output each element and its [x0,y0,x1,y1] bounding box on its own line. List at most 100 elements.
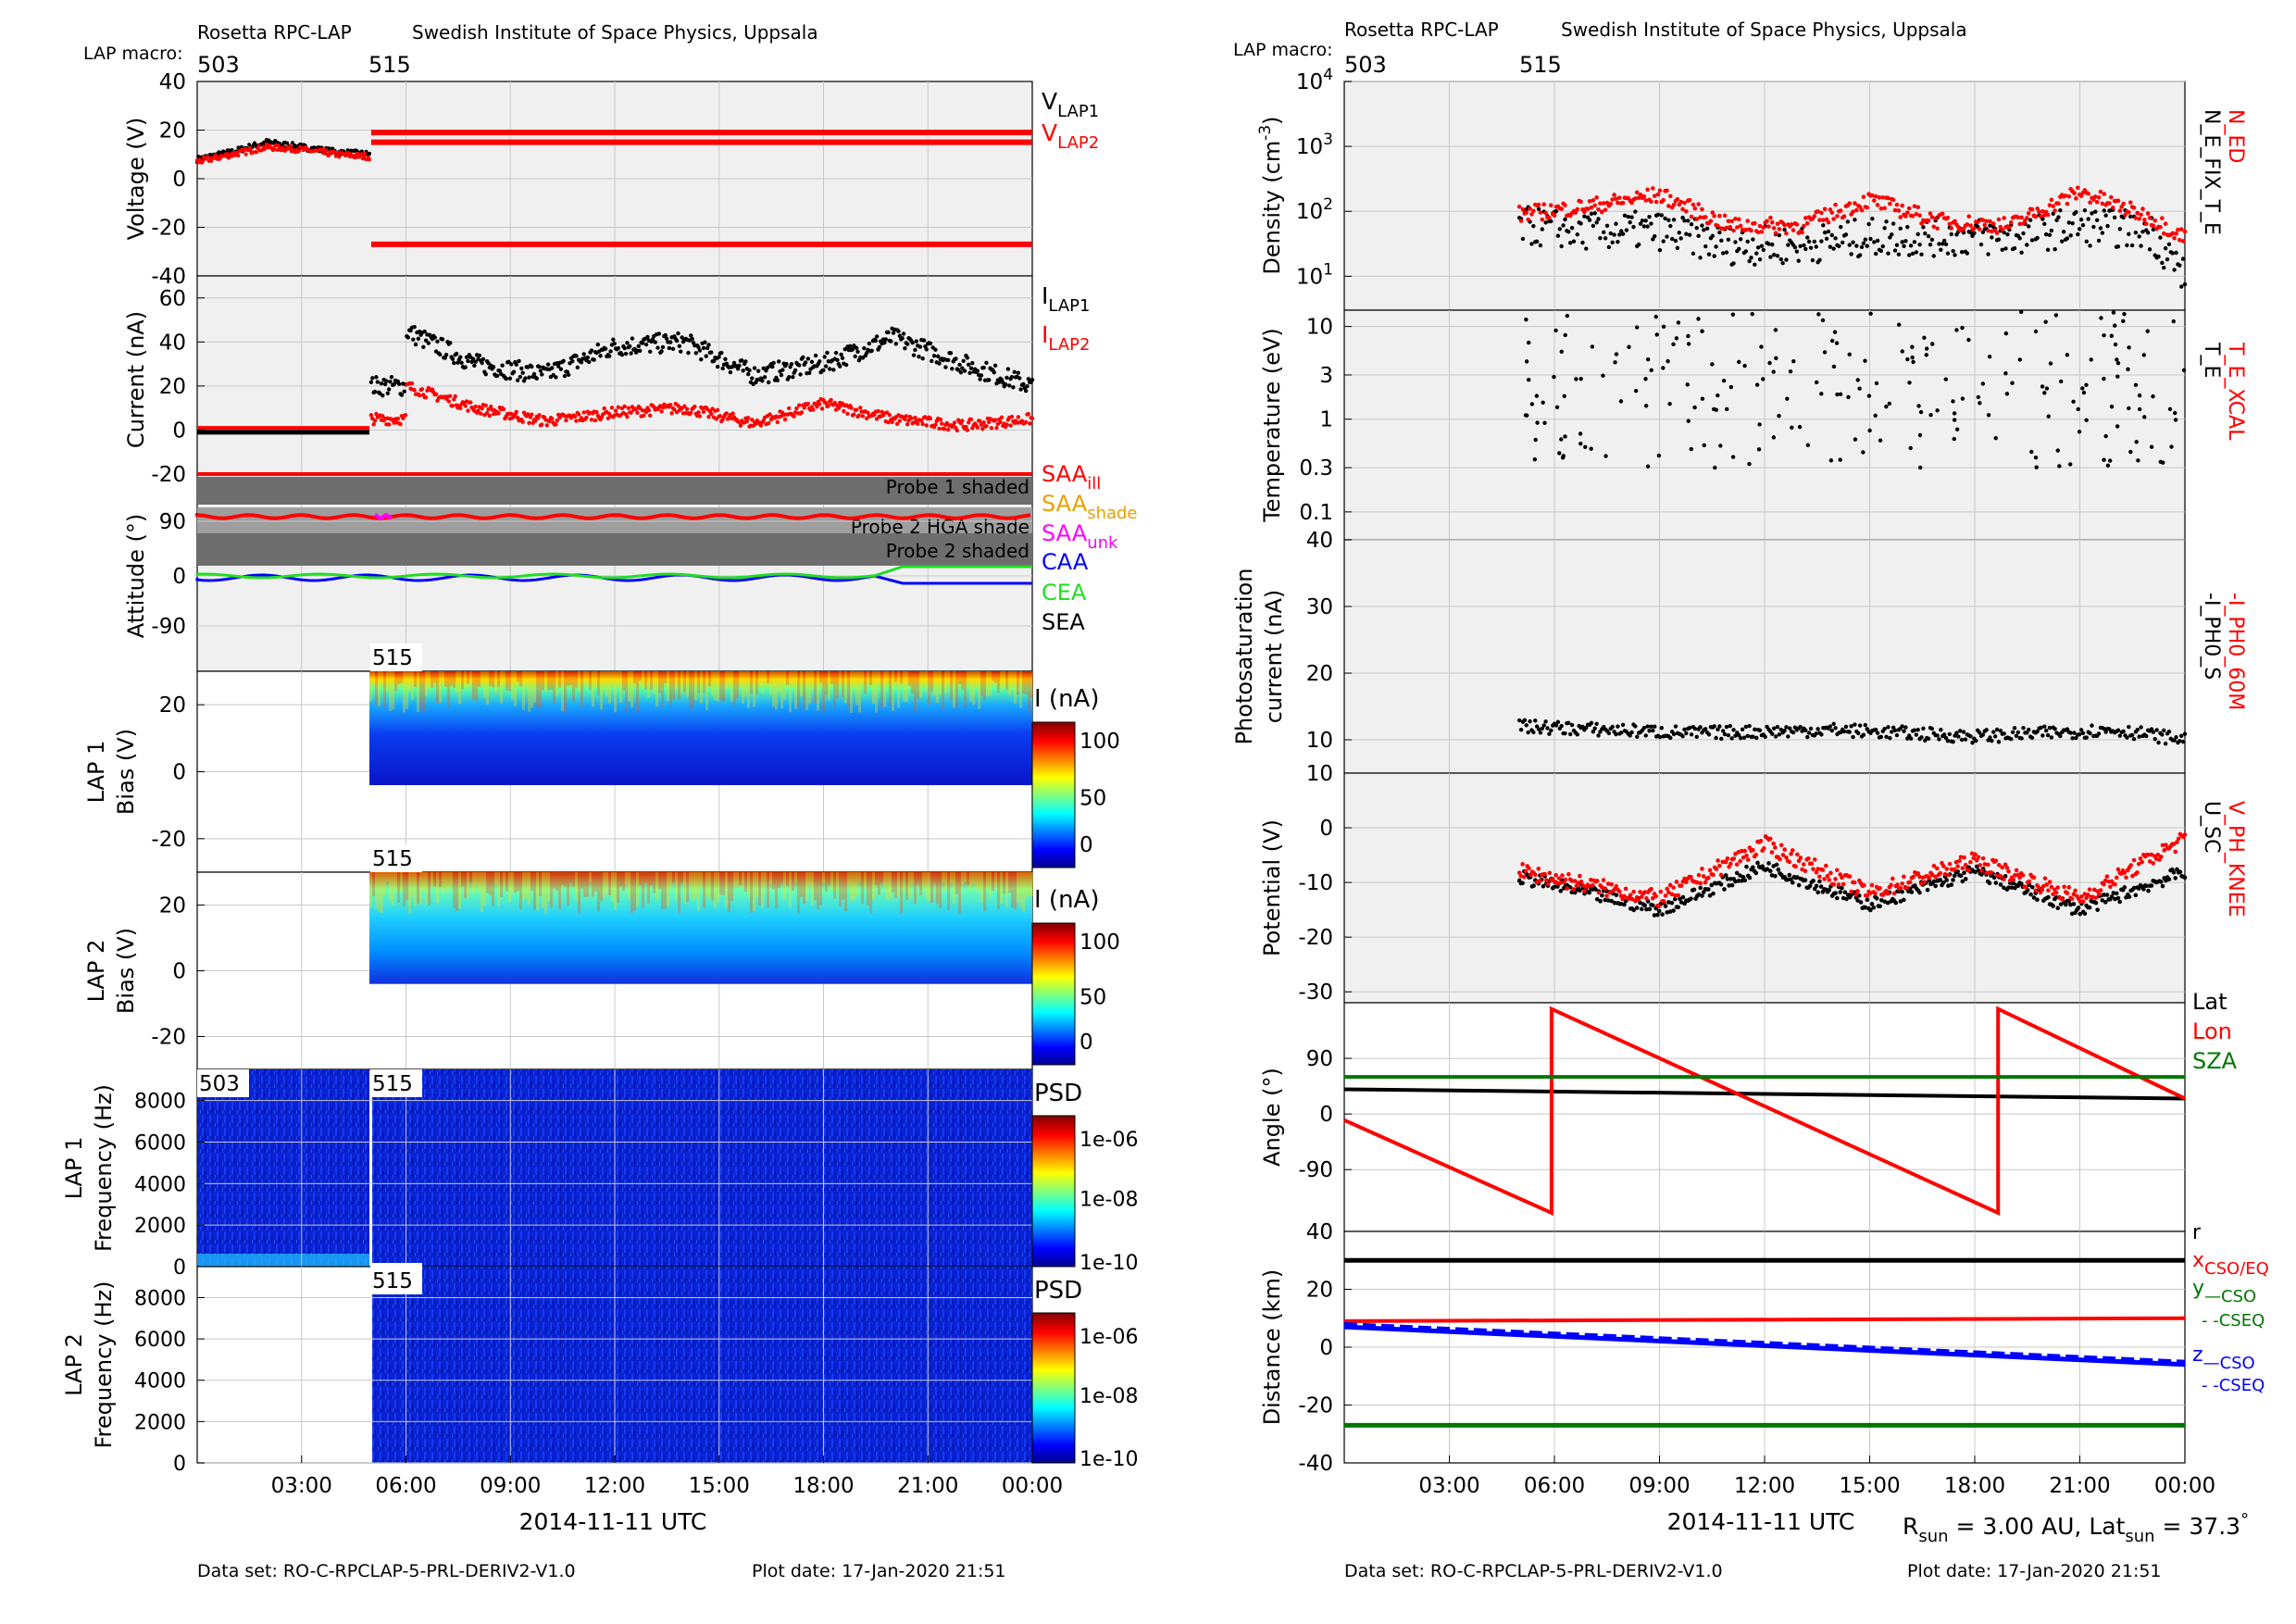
n-ed-point [1720,226,1726,231]
spec-cell [883,671,887,707]
right-institute: Swedish Institute of Space Physics, Upps… [1561,19,1967,41]
y-tick-label: 40 [159,331,186,355]
ilap1-point [877,344,882,350]
legend-lap1: VLAP1 [1042,88,1099,121]
i-ph0-s-point [2127,724,2131,730]
i-ph0-s-point [1819,732,1824,737]
u-sc-point [2046,894,2051,900]
n-ed-point [1928,211,1933,216]
i-ph0-s-point [2154,728,2159,732]
i-ph0-s-point [1778,727,1783,732]
t-e-point [2169,444,2174,449]
y-tick-label: 30 [1306,595,1333,619]
n-e-fix-t-e-point [1833,236,1838,241]
t-e-point [1656,453,1662,458]
v-ph-knee-point [1607,890,1613,895]
n-ed-point [1733,217,1738,221]
ilap2-point [480,406,484,411]
ilap1-point [839,352,843,357]
ilap1-point [514,362,518,367]
spec-cell [869,671,873,685]
spec-cell [850,671,854,713]
y-axis-label: Potential (V) [1259,819,1285,956]
n-ed-point [1520,206,1526,212]
spec-cell [900,872,904,914]
v-ph-knee-point [1803,868,1808,874]
lap1bias-texture [369,671,1034,713]
n-e-fix-t-e-point [1872,240,1877,244]
ilap1-point [967,370,972,376]
y-tick-label: -20 [1298,926,1333,950]
t-e-point [2102,332,2106,338]
spec-cell [953,671,956,708]
u-sc-point [1838,890,1843,894]
right-instrument: Rosetta RPC-LAP [1344,19,1499,41]
v-ph-knee-point [1940,864,1946,868]
i-ph0-s-point [2174,735,2178,740]
spec-cell [767,671,770,683]
u-sc-point [1598,899,1603,904]
ilap1-point [706,343,711,347]
u-sc-point [1642,903,1647,908]
i-ph0-s-point [1791,730,1796,735]
u-sc-point [1940,880,1946,885]
u-sc-point [1949,882,1954,887]
ilap1-point [389,374,394,380]
v-ph-knee-point [2164,843,2168,847]
ilap1-point [803,360,808,365]
spec-cell [603,872,606,897]
i-ph0-s-point [1584,725,1589,731]
n-ed-point [1870,193,1875,198]
t-e-point [2103,433,2108,439]
ilap1-point [396,381,402,387]
n-ed-point [1675,196,1680,202]
lap1bias-colorbar-tick: 0 [1079,833,1093,857]
ilap1-point [506,359,511,365]
ilap1-point [674,338,680,344]
spec-cell [469,671,473,682]
i-ph0-s-point [1673,724,1678,729]
u-sc-point [1776,867,1781,872]
ilap2-point [564,418,568,423]
spec-cell [547,671,551,691]
n-e-fix-t-e-point [1633,209,1638,214]
n-ed-point [2049,197,2054,203]
spec-cell [761,872,765,908]
spec-cell [1014,872,1017,910]
v-ph-knee-point [2031,875,2037,881]
spec-cell [847,671,851,708]
spec-cell [778,872,781,889]
u-sc-point [1733,879,1738,884]
n-e-fix-t-e-point [1996,237,2002,242]
n-ed-point [1953,219,1957,224]
y-tick-label: 3 [1319,364,1333,388]
i-ph0-s-point [2179,733,2184,739]
ilap2-point [537,413,542,418]
n-ed-point [1794,222,1800,227]
n-ed-point [2063,194,2068,198]
spec-cell [744,671,748,697]
n-ed-point [1538,210,1543,215]
t-e-point [1814,380,1819,385]
n-ed-point [1600,209,1604,215]
n-ed-point [1800,230,1804,235]
ilap2-point [904,414,908,418]
spec-cell [958,671,962,684]
ilap2-point [968,417,974,422]
ilap2-point [646,408,652,413]
v-ph-knee-point [2024,884,2028,890]
ilap1-point [705,345,710,351]
t-e-point [2076,406,2080,412]
t-e-point [1653,314,1658,319]
spec-cell [489,872,493,896]
t-e-point [1987,355,1992,359]
ilap1-point [955,368,961,372]
v-ph-knee-point [2006,868,2011,874]
i-ph0-s-point [1914,732,1919,737]
y-axis-label: Angle (°) [1259,1068,1285,1167]
spec-cell [1005,671,1009,690]
n-e-fix-t-e-point [2151,227,2156,232]
spec-cell [853,872,856,900]
n-e-fix-t-e-point [1978,242,1984,247]
spec-cell [925,671,929,692]
